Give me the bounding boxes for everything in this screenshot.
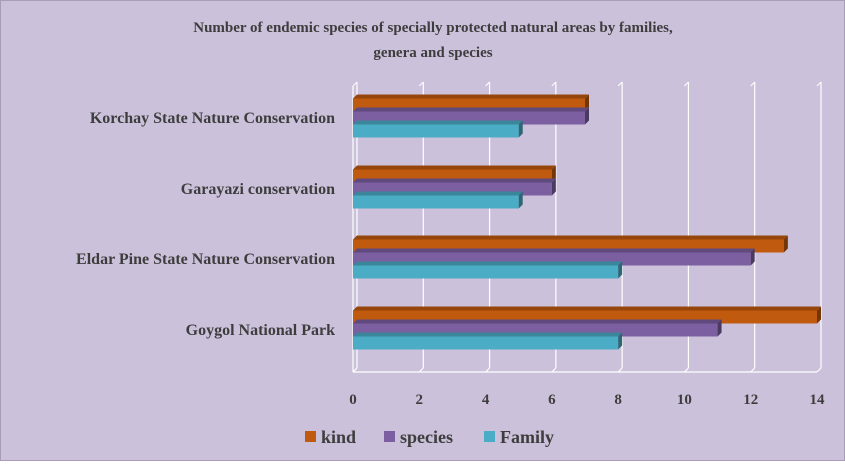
legend-swatch xyxy=(484,431,495,442)
category-label: Korchay State Nature Conservation xyxy=(90,110,335,127)
x-tick-label: 6 xyxy=(548,392,556,408)
gridline-depth xyxy=(750,81,756,87)
legend-label: species xyxy=(400,427,453,447)
bar-top-face xyxy=(353,178,556,183)
bar-side-face xyxy=(585,107,589,125)
gridline-floor xyxy=(617,367,623,373)
bar-front-face xyxy=(353,124,519,138)
gridline-depth xyxy=(684,81,689,87)
gridline-floor xyxy=(684,367,689,373)
category-label: Eldar Pine State Nature Conservation xyxy=(76,251,335,268)
gridline-depth xyxy=(816,81,822,87)
legend-label: kind xyxy=(321,427,356,447)
category-label: Goygol National Park xyxy=(186,322,335,339)
bar-side-face xyxy=(585,94,589,112)
bar-front-face xyxy=(353,265,619,279)
gridline-floor xyxy=(750,367,756,373)
bar-side-face xyxy=(551,178,556,196)
gridline-depth xyxy=(485,81,490,87)
bar-family-2 xyxy=(353,191,523,209)
bar-top-face xyxy=(353,306,821,311)
gridline-floor xyxy=(485,367,490,373)
gridline-floor xyxy=(816,367,822,373)
x-tick-label: 10 xyxy=(677,392,692,408)
legend-label: Family xyxy=(500,427,554,447)
gridline-floor xyxy=(551,367,557,373)
bar-top-face xyxy=(353,94,589,99)
gridline-depth xyxy=(617,81,623,87)
legend-item-family: Family xyxy=(484,427,554,447)
bar-top-face xyxy=(353,319,722,324)
x-tick-label: 12 xyxy=(743,392,758,408)
bar-top-face xyxy=(353,120,523,125)
category-label: Garayazi conservation xyxy=(181,181,335,198)
bar-family-4 xyxy=(353,332,623,350)
bar-top-face xyxy=(353,235,788,240)
bar-family-3 xyxy=(353,261,623,279)
bar-top-face xyxy=(353,261,623,266)
legend-item-kind: kind xyxy=(305,427,356,447)
bar-side-face xyxy=(717,319,722,337)
legend-swatch xyxy=(384,431,395,442)
bar-top-face xyxy=(353,332,623,337)
bars xyxy=(353,94,821,350)
gridline-depth xyxy=(551,81,557,87)
chart-title-line-1: Number of endemic species of specially p… xyxy=(193,20,673,36)
labels: Number of endemic species of specially p… xyxy=(76,20,825,408)
gridline-depth xyxy=(418,81,424,87)
bar-top-face xyxy=(353,107,589,112)
legend-swatch xyxy=(305,431,316,442)
bar-front-face xyxy=(353,336,619,350)
bar-side-face xyxy=(750,248,755,266)
bar-front-face xyxy=(353,195,519,209)
bar-top-face xyxy=(353,191,523,196)
bar-top-face xyxy=(353,248,755,253)
bar-side-face xyxy=(518,191,523,209)
legend: kind species Family xyxy=(305,427,554,447)
gridline-floor xyxy=(352,367,358,373)
bar-side-face xyxy=(618,261,623,279)
bar-family-1 xyxy=(353,120,523,138)
bar-top-face xyxy=(353,165,556,170)
bar-side-face xyxy=(783,235,788,253)
x-tick-label: 8 xyxy=(614,392,622,408)
bar-side-face xyxy=(551,165,556,183)
x-tick-label: 2 xyxy=(416,392,424,408)
bar-side-face xyxy=(817,306,821,324)
legend-item-species: species xyxy=(384,427,453,447)
gridline-floor xyxy=(418,367,424,373)
gridline-depth xyxy=(352,81,358,87)
bar-side-face xyxy=(618,332,623,350)
x-tick-label: 4 xyxy=(482,392,490,408)
x-tick-label: 14 xyxy=(810,392,826,408)
chart-title-line-2: genera and species xyxy=(373,45,492,61)
x-tick-label: 0 xyxy=(349,392,357,408)
bar-side-face xyxy=(518,120,523,138)
